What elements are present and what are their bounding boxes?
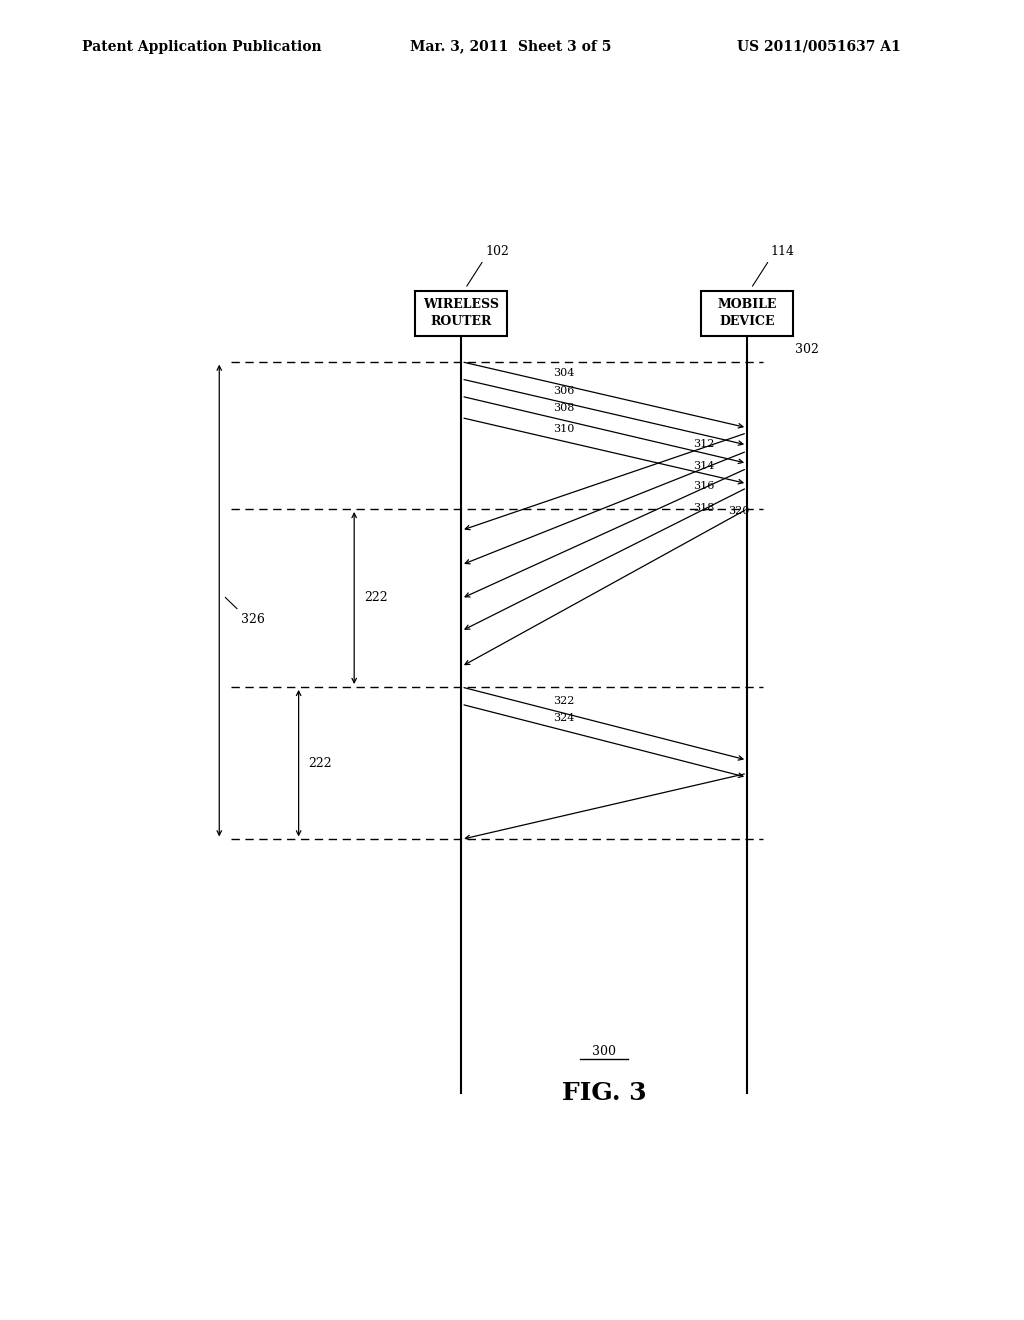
Text: 324: 324 [553, 713, 574, 723]
Bar [701, 290, 793, 337]
Text: Mar. 3, 2011  Sheet 3 of 5: Mar. 3, 2011 Sheet 3 of 5 [410, 40, 611, 54]
Text: 222: 222 [308, 756, 332, 770]
Bar [416, 290, 507, 337]
Text: 302: 302 [795, 343, 818, 355]
Text: 102: 102 [485, 246, 509, 257]
Text: US 2011/0051637 A1: US 2011/0051637 A1 [737, 40, 901, 54]
Text: 320: 320 [728, 506, 750, 516]
Text: 322: 322 [553, 696, 574, 706]
Text: 304: 304 [553, 368, 574, 379]
Text: 308: 308 [553, 404, 574, 413]
Text: WIRELESS
ROUTER: WIRELESS ROUTER [423, 298, 500, 329]
Text: MOBILE
DEVICE: MOBILE DEVICE [718, 298, 776, 329]
Text: 314: 314 [693, 461, 715, 471]
Text: 114: 114 [771, 246, 795, 257]
Text: 310: 310 [553, 424, 574, 434]
Text: 318: 318 [693, 503, 715, 513]
Text: 316: 316 [693, 482, 715, 491]
Text: 222: 222 [364, 591, 387, 605]
Text: FIG. 3: FIG. 3 [562, 1081, 646, 1105]
Text: Patent Application Publication: Patent Application Publication [82, 40, 322, 54]
Text: 300: 300 [592, 1045, 616, 1057]
Text: 312: 312 [693, 440, 715, 449]
Text: 306: 306 [553, 385, 574, 396]
Text: 326: 326 [241, 612, 264, 626]
